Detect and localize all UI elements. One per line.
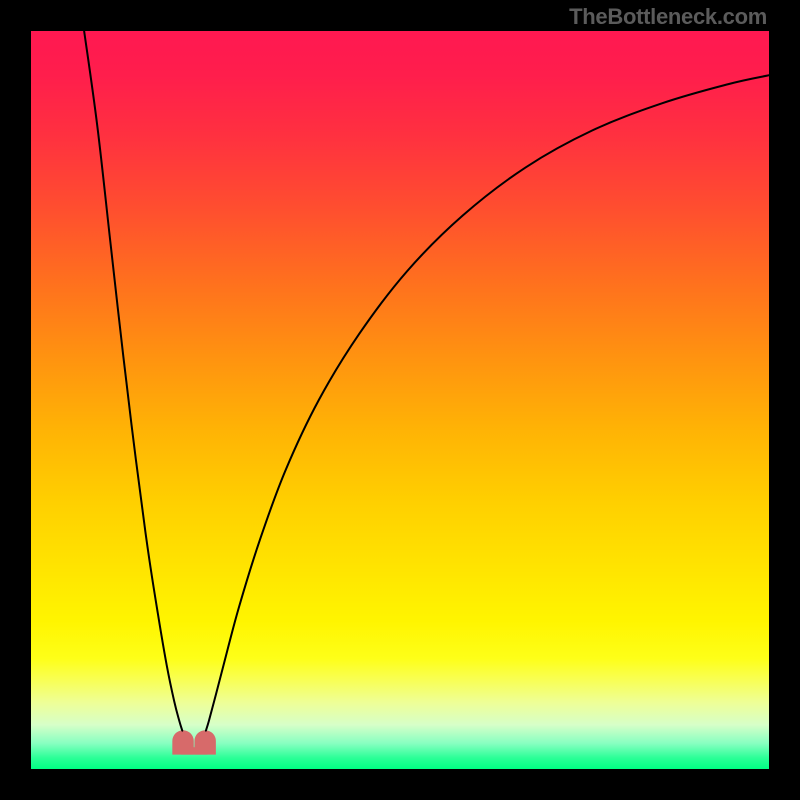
gradient-background: [31, 31, 769, 769]
chart-svg: [31, 31, 769, 769]
watermark-text: TheBottleneck.com: [569, 4, 767, 30]
bottleneck-chart: [31, 31, 769, 769]
